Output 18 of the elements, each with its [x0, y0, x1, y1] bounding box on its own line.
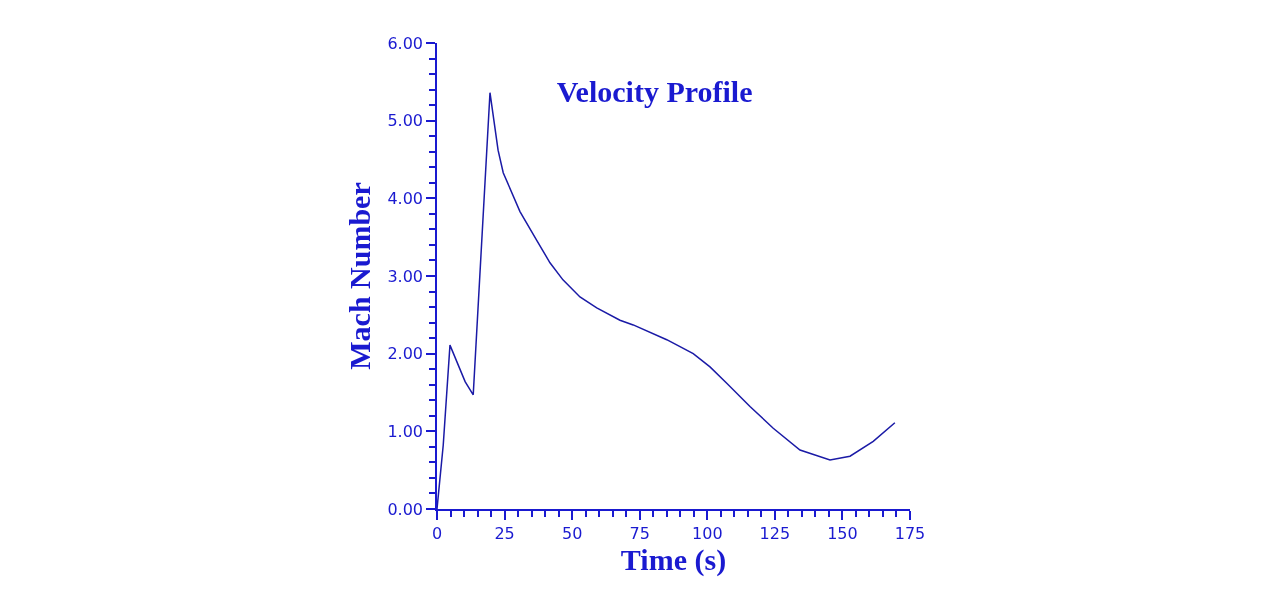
x-tick-label: 50 [561, 523, 583, 543]
x-tick-label: 0 [431, 523, 443, 543]
y-tick-label: 3.00 [387, 266, 424, 286]
x-tick-label: 175 [894, 523, 926, 543]
y-tick-label: 1.00 [387, 421, 424, 441]
y-tick-label: 4.00 [387, 188, 424, 208]
x-tick-label: 125 [759, 523, 791, 543]
y-tick-label: 6.00 [387, 33, 424, 53]
y-tick-label: 2.00 [387, 344, 424, 364]
x-tick-label: 150 [827, 523, 858, 543]
x-tick-label: 25 [494, 523, 515, 543]
x-tick-label: 75 [629, 523, 650, 543]
y-tick-label: 5.00 [387, 111, 424, 131]
y-tick-label: 0.00 [387, 499, 424, 519]
text: Velocity Profile [556, 74, 753, 108]
y-axis-title: Mach Number [342, 182, 376, 370]
x-tick-label: 100 [692, 523, 723, 543]
x-axis-title: Time (s) [620, 542, 727, 577]
